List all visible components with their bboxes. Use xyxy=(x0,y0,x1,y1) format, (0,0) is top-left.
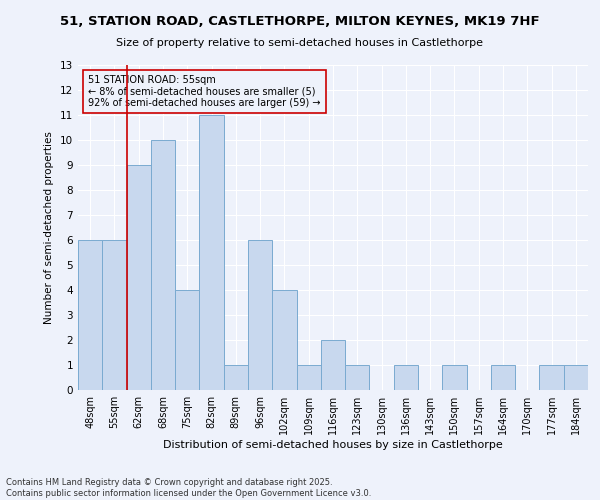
Text: 51, STATION ROAD, CASTLETHORPE, MILTON KEYNES, MK19 7HF: 51, STATION ROAD, CASTLETHORPE, MILTON K… xyxy=(60,15,540,28)
Bar xyxy=(296,365,321,390)
Text: 51 STATION ROAD: 55sqm
← 8% of semi-detached houses are smaller (5)
92% of semi-: 51 STATION ROAD: 55sqm ← 8% of semi-deta… xyxy=(88,74,320,108)
Bar xyxy=(78,240,102,390)
Text: Contains HM Land Registry data © Crown copyright and database right 2025.
Contai: Contains HM Land Registry data © Crown c… xyxy=(6,478,371,498)
Bar xyxy=(199,115,224,390)
Bar xyxy=(272,290,296,390)
Bar xyxy=(321,340,345,390)
Bar xyxy=(442,365,467,390)
Bar xyxy=(491,365,515,390)
Bar xyxy=(127,165,151,390)
Bar xyxy=(175,290,199,390)
Bar xyxy=(345,365,370,390)
Bar xyxy=(564,365,588,390)
Bar xyxy=(151,140,175,390)
Bar xyxy=(248,240,272,390)
Y-axis label: Number of semi-detached properties: Number of semi-detached properties xyxy=(44,131,55,324)
Text: Size of property relative to semi-detached houses in Castlethorpe: Size of property relative to semi-detach… xyxy=(116,38,484,48)
Bar xyxy=(224,365,248,390)
X-axis label: Distribution of semi-detached houses by size in Castlethorpe: Distribution of semi-detached houses by … xyxy=(163,440,503,450)
Bar xyxy=(394,365,418,390)
Bar xyxy=(102,240,127,390)
Bar xyxy=(539,365,564,390)
